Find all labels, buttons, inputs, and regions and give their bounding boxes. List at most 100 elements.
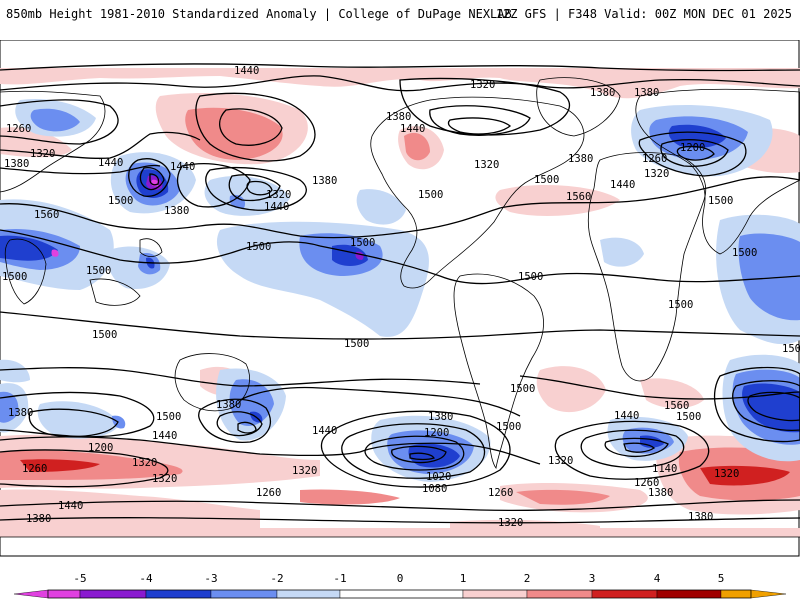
- contour-label: 1500: [518, 271, 543, 283]
- colorbar-border: [47, 589, 752, 599]
- contour-label: 1500: [708, 195, 733, 207]
- contour-label: 1440: [234, 65, 259, 77]
- colorbar-arrow-max: [750, 589, 787, 599]
- contour-label: 1380: [26, 513, 51, 525]
- colorbar-swatch: [210, 589, 278, 599]
- contour-label: 1380: [386, 111, 411, 123]
- colorbar-tick-label: 3: [589, 572, 596, 585]
- colorbar-swatch: [591, 589, 658, 599]
- asia-west: [0, 90, 106, 193]
- contour-label: 1380: [4, 158, 29, 170]
- australia: [174, 353, 250, 412]
- map-panel: 1440 1320 1380 1260 1320 1380 1440 1440 …: [0, 40, 800, 557]
- contour-label: 1200: [88, 442, 113, 454]
- contour-label: 1200: [424, 427, 449, 439]
- contour-label: 1380: [216, 399, 241, 411]
- north-america: [370, 96, 585, 289]
- contour-label: 1500: [92, 329, 117, 341]
- colorbar-tick-label: -3: [204, 572, 217, 585]
- contour-label: 1320: [498, 517, 523, 529]
- contour-label: 1320: [714, 468, 739, 480]
- philippines: [139, 238, 163, 257]
- contour-label: 1500: [350, 237, 375, 249]
- contour-label: 1260: [22, 463, 47, 475]
- contour-label: 1500: [496, 421, 521, 433]
- contour-label: 1500: [732, 247, 757, 259]
- contour-label: 1320: [132, 457, 157, 469]
- contour-label: 1500: [418, 189, 443, 201]
- colorbar-svg: -5 -4 -3 -2 -1 0 1 2 3 4 5: [13, 572, 787, 599]
- contour-label: 1440: [614, 410, 639, 422]
- colorbar-swatch: [276, 589, 341, 599]
- contour-label: 1380: [568, 153, 593, 165]
- continent-outlines: [0, 77, 800, 538]
- colorbar-tick-label: 5: [718, 572, 725, 585]
- positive-anomaly-shading: [0, 68, 800, 537]
- colorbar-arrow-min: [13, 589, 49, 599]
- contour-label: 1380: [8, 407, 33, 419]
- contour-label: 1500: [344, 338, 369, 350]
- colorbar-tick-label: -5: [73, 572, 86, 585]
- contour-label: 1320: [30, 148, 55, 160]
- india: [4, 238, 47, 305]
- contour-label: 1200: [680, 142, 705, 154]
- contour-label: 1080: [422, 483, 447, 495]
- contour-label: 1260: [642, 153, 667, 165]
- map-title: 850mb Height 1981-2010 Standardized Anom…: [6, 7, 512, 21]
- contour-label: 1560: [34, 209, 59, 221]
- contour-label: 1500: [534, 174, 559, 186]
- contour-label: 1440: [400, 123, 425, 135]
- contour-label: 1380: [688, 511, 713, 523]
- contour-label: 1440: [170, 161, 195, 173]
- colorbar-swatch: [656, 589, 722, 599]
- colorbar-swatch: [720, 589, 752, 599]
- contour-label: 1380: [590, 87, 615, 99]
- contour-label: 1500: [108, 195, 133, 207]
- header: 850mb Height 1981-2010 Standardized Anom…: [0, 0, 800, 30]
- contour-label: 1380: [648, 487, 673, 499]
- greenland: [536, 77, 621, 137]
- map-svg: 1440 1320 1380 1260 1320 1380 1440 1440 …: [0, 40, 800, 557]
- colorbar-swatch: [526, 589, 593, 599]
- indonesia: [89, 278, 141, 306]
- colorbar-tick-label: 2: [524, 572, 531, 585]
- contour-label: 1440: [58, 500, 83, 512]
- colorbar-tick-label: 4: [654, 572, 661, 585]
- colorbar-tick-label: -1: [333, 572, 346, 585]
- contour-label: 1320: [266, 189, 291, 201]
- contour-labels: 1440 1320 1380 1260 1320 1380 1440 1440 …: [2, 65, 800, 529]
- contour-label: 1440: [152, 430, 177, 442]
- contour-label: 1260: [256, 487, 281, 499]
- contour-label: 1380: [634, 87, 659, 99]
- contour-label: 1440: [610, 179, 635, 191]
- contour-label: 1500: [246, 241, 271, 253]
- contour-label: 1500: [156, 411, 181, 423]
- colorbar-swatches: [13, 589, 787, 599]
- contour-label: 1020: [426, 471, 451, 483]
- africa-europe: [588, 152, 706, 382]
- contour-label: 1500: [2, 271, 27, 283]
- contour-label: 1320: [644, 168, 669, 180]
- contour-label: 1440: [264, 201, 289, 213]
- colorbar-tick-label: -4: [139, 572, 153, 585]
- colorbar-tick-labels: -5 -4 -3 -2 -1 0 1 2 3 4 5: [73, 572, 724, 585]
- colorbar-tick-label: 1: [460, 572, 467, 585]
- model-run-info: 12Z GFS | F348 Valid: 00Z MON DEC 01 202…: [495, 7, 792, 21]
- anomaly-colorbar: -5 -4 -3 -2 -1 0 1 2 3 4 5: [0, 570, 800, 600]
- contour-label: 1380: [164, 205, 189, 217]
- contour-label: 1320: [292, 465, 317, 477]
- contour-label: 1500: [668, 299, 693, 311]
- contour-label: 1320: [548, 455, 573, 467]
- contour-label: 1500: [510, 383, 535, 395]
- contour-label: 1320: [474, 159, 499, 171]
- contour-label: 1440: [312, 425, 337, 437]
- contour-label: 1140: [652, 463, 677, 475]
- contour-label: 1320: [152, 473, 177, 485]
- contour-label: 1500: [676, 411, 701, 423]
- colorbar-tick-label: -2: [270, 572, 283, 585]
- south-america: [453, 273, 544, 469]
- height-contours: [0, 63, 800, 524]
- contour-label: 1260: [6, 123, 31, 135]
- contour-label: 1560: [566, 191, 591, 203]
- contour-label: 1500: [782, 343, 800, 355]
